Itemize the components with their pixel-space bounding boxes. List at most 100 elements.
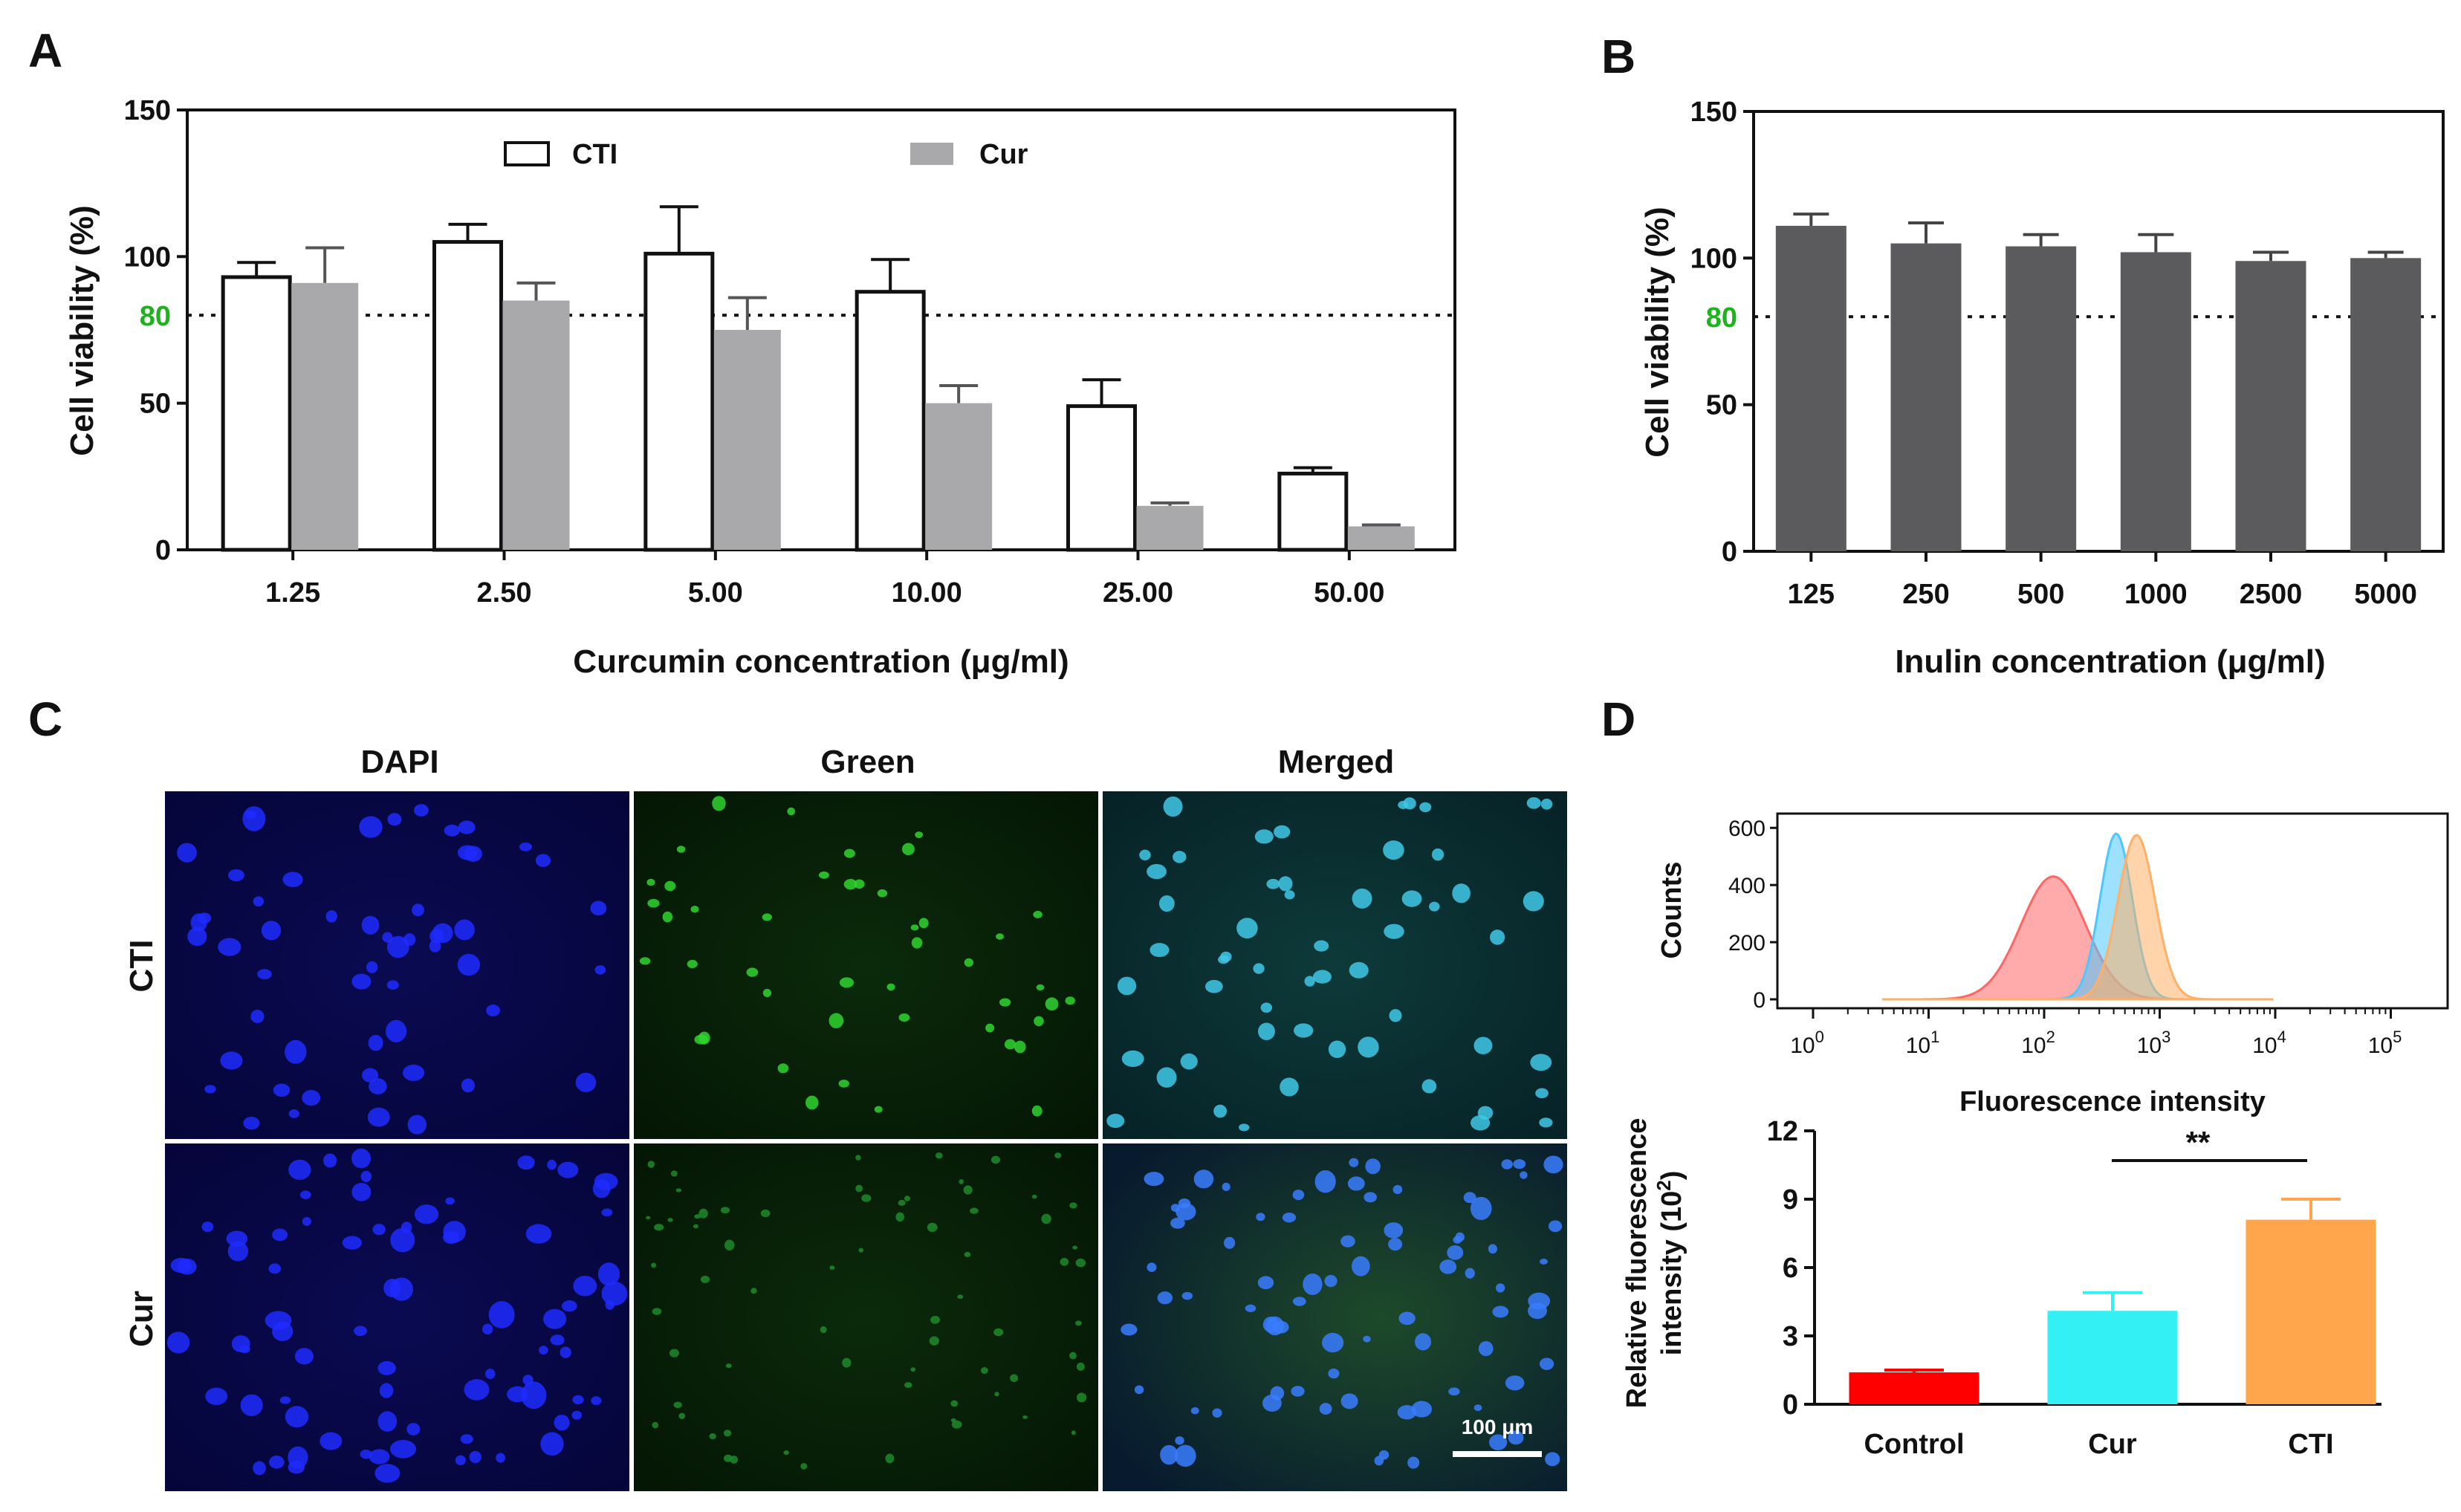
bar-cti-5.00: [643, 251, 715, 552]
cell-nucleus: [594, 965, 606, 975]
cell-nucleus: [1212, 1408, 1222, 1418]
cell-nucleus: [1071, 1430, 1076, 1435]
cell-nucleus: [519, 842, 532, 851]
cell-nucleus: [950, 1418, 956, 1423]
cell-nucleus: [829, 1265, 835, 1271]
cell-nucleus: [218, 938, 241, 956]
cell-nucleus: [285, 1039, 307, 1064]
cell-nucleus: [1076, 1362, 1085, 1371]
cell-nucleus: [1513, 1159, 1526, 1169]
cell-nucleus: [190, 913, 207, 932]
cell-nucleus: [390, 1227, 415, 1253]
cell-nucleus: [261, 921, 282, 941]
cell-nucleus: [550, 1334, 565, 1346]
cell-nucleus: [800, 1463, 808, 1470]
cell-nucleus: [1392, 1184, 1403, 1195]
x-tick-label: 10.00: [892, 577, 962, 609]
cell-nucleus: [1266, 878, 1280, 889]
cell-nucleus: [760, 1209, 771, 1218]
cell-nucleus: [170, 1257, 192, 1273]
cell-nucleus: [678, 1412, 686, 1420]
y-tick-label: 0: [155, 535, 171, 566]
cell-nucleus: [901, 843, 915, 856]
cell-nucleus: [561, 1300, 577, 1312]
cell-nucleus: [1398, 1311, 1416, 1326]
panel-a-frame: [186, 108, 1456, 551]
bar-cur-25.00: [1136, 505, 1204, 550]
cell-nucleus: [1439, 1259, 1457, 1274]
cell-nucleus: [895, 1212, 905, 1222]
cell-nucleus: [1163, 796, 1183, 817]
cell-nucleus: [750, 1288, 757, 1294]
cell-nucleus: [712, 796, 726, 811]
cell-nucleus: [673, 1401, 682, 1409]
cell-nucleus: [1157, 1291, 1173, 1305]
cell-nucleus: [918, 918, 929, 929]
cell-nucleus: [1364, 1192, 1377, 1203]
cell-nucleus: [783, 1450, 790, 1456]
cell-nucleus: [250, 1009, 265, 1024]
cell-nucleus: [521, 1381, 547, 1409]
cell-nucleus: [1180, 1053, 1198, 1070]
cell-nucleus: [1291, 1386, 1305, 1397]
bar-inulin-1000: [2120, 252, 2191, 551]
cell-nucleus: [386, 1019, 407, 1042]
cell-nucleus: [204, 1085, 216, 1094]
cell-nucleus: [282, 872, 303, 887]
histogram-frame: [1776, 812, 2449, 1010]
cell-nucleus: [842, 1357, 852, 1368]
cell-nucleus: [964, 1251, 971, 1257]
col-title-dapi: DAPI: [360, 744, 438, 780]
cell-nucleus: [1495, 1283, 1505, 1293]
cell-nucleus: [1465, 1268, 1475, 1279]
cell-nucleus: [1170, 1217, 1185, 1229]
cell-nucleus: [1292, 1190, 1305, 1201]
cell-nucleus: [725, 1363, 732, 1369]
cell-nucleus: [996, 933, 1004, 940]
bar-cur: [2047, 1311, 2178, 1404]
col-title-green: Green: [820, 744, 915, 780]
x-tick-label: 102: [2021, 1028, 2055, 1058]
cell-nucleus: [525, 1224, 552, 1244]
panel-a-y-title: Cell viability (%): [64, 205, 100, 455]
y-tick-label: 50: [1706, 390, 1737, 421]
cell-nucleus: [543, 1308, 567, 1329]
cell-nucleus: [1384, 1222, 1404, 1239]
cell-nucleus: [694, 1214, 701, 1219]
cell-nucleus: [886, 983, 895, 991]
cell-nucleus: [469, 1450, 482, 1464]
panel-d-histogram: 0 200 400 600 100 101 102 103 104 105 Fluorescen…: [1656, 812, 2449, 1117]
cell-nucleus: [1526, 796, 1541, 809]
y-tick-label: 100: [1690, 243, 1737, 274]
cell-nucleus: [457, 845, 478, 860]
cell-nucleus: [874, 1106, 883, 1113]
cell-nucleus: [1349, 1158, 1359, 1167]
x-tick-label: Control: [1864, 1429, 1964, 1460]
cell-nucleus: [412, 903, 424, 917]
panel-a-threshold-label: 80: [140, 301, 171, 332]
x-tick-label: 2500: [2240, 579, 2303, 610]
cell-nucleus: [1347, 1176, 1365, 1191]
cell-nucleus: [1190, 1406, 1199, 1415]
cell-nucleus: [1054, 1152, 1062, 1158]
cell-nucleus: [269, 1455, 285, 1469]
cell-nucleus: [1274, 825, 1291, 839]
cell-nucleus: [1224, 1236, 1236, 1249]
cell-nucleus: [374, 1464, 401, 1483]
cell-nucleus: [709, 1433, 716, 1440]
cell-nucleus: [432, 923, 453, 944]
bar-cur-1.25: [291, 282, 359, 550]
cell-nucleus: [1453, 1236, 1462, 1244]
panel-d-bar-chart: 0 3 6 9 12 Control Cur CTI ** Relative fluores…: [1621, 1116, 2381, 1460]
cell-nucleus: [1397, 1405, 1417, 1420]
cell-nucleus: [1213, 1104, 1228, 1118]
cell-nucleus: [458, 820, 476, 834]
cell-nucleus: [407, 1114, 427, 1135]
cell-nucleus: [1314, 1170, 1336, 1193]
cell-nucleus: [1193, 1169, 1214, 1189]
cell-nucleus: [454, 919, 475, 941]
cell-nucleus: [572, 1395, 584, 1405]
cell-nucleus: [547, 1159, 557, 1170]
cell-nucleus: [268, 1263, 282, 1274]
y-tick-label: 400: [1728, 874, 1766, 898]
